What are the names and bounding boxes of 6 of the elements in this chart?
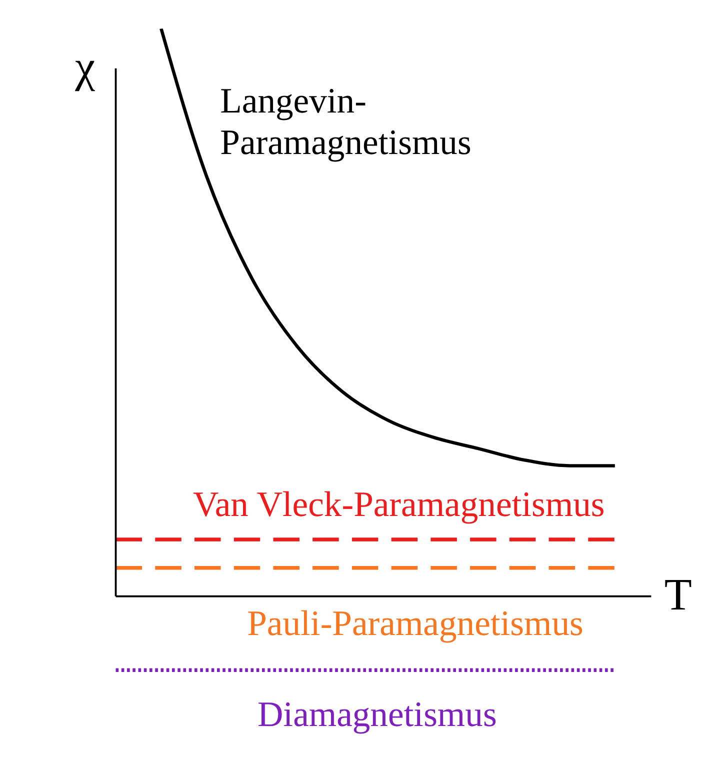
series-label: Diamagnetismus bbox=[257, 694, 497, 734]
series-label: Pauli-Paramagnetismus bbox=[247, 602, 584, 643]
series-label: Van Vleck-Paramagnetismus bbox=[193, 484, 605, 524]
x-axis-title: T bbox=[664, 569, 692, 620]
series-label: Langevin-Paramagnetismus bbox=[220, 80, 472, 162]
y-axis-title: χ bbox=[74, 41, 96, 92]
